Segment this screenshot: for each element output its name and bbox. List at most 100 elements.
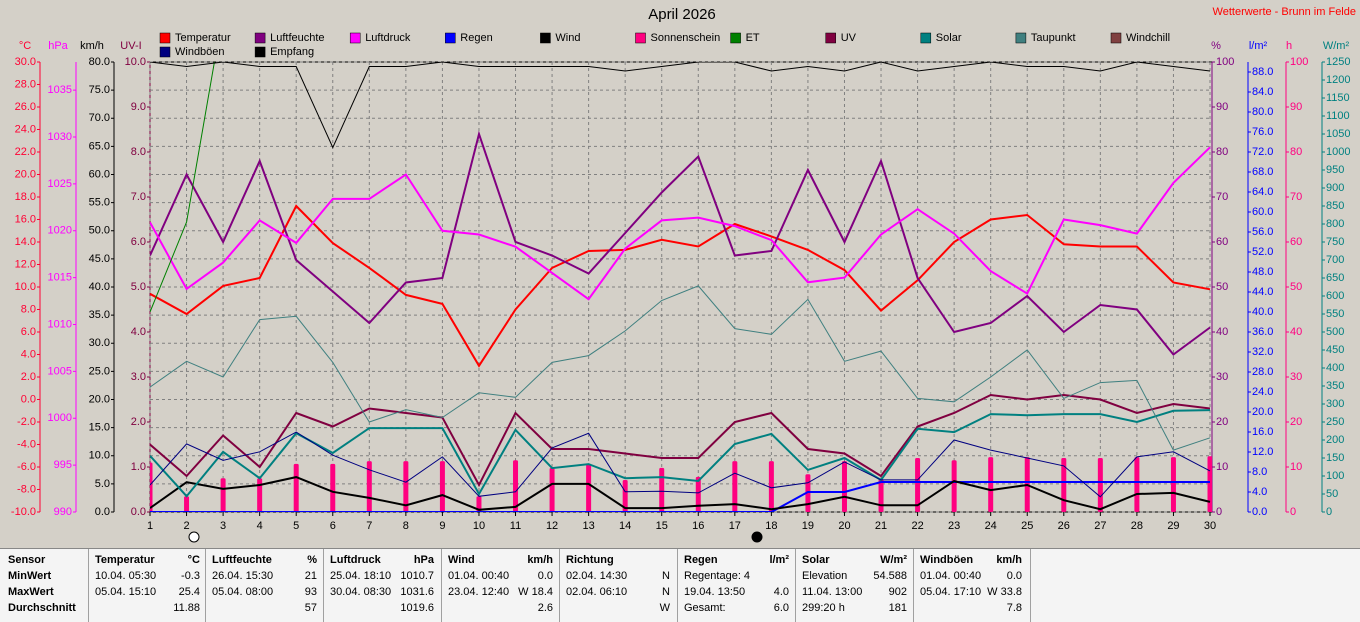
cell-value: N [662, 570, 670, 582]
y-tick-label: 5.0 [131, 281, 146, 293]
y-tick-label: 30 [1216, 371, 1228, 383]
x-tick-label: 14 [619, 520, 631, 532]
cell-text: 05.04. 17:10 [920, 586, 982, 598]
x-tick-label: 19 [802, 520, 814, 532]
y-tick-label: 100 [1290, 56, 1308, 68]
column-header: Windböen [920, 554, 974, 566]
legend-swatch [159, 32, 171, 44]
y-tick-label: 55.0 [89, 197, 110, 209]
y-tick-label: 4.0 [1252, 486, 1267, 498]
cell-value: 11.88 [173, 602, 200, 614]
cell-text: 30.04. 08:30 [330, 586, 392, 598]
bar [366, 461, 372, 512]
bar [513, 460, 519, 512]
x-tick-label: 12 [546, 520, 558, 532]
column-header: Regen [684, 554, 718, 566]
y-tick-label: 10.0 [15, 281, 36, 293]
plot-marks [150, 62, 1212, 512]
column-separator [441, 549, 442, 622]
x-tick-label: 13 [582, 520, 594, 532]
y-tick-label: 1250 [1326, 56, 1350, 68]
series-line [150, 409, 1211, 498]
axis-unit: h [1286, 40, 1292, 52]
y-tick-label: -10.0 [11, 506, 36, 518]
y-tick-label: 200 [1326, 434, 1344, 446]
bar [403, 461, 409, 512]
y-tick-label: -2.0 [17, 416, 36, 428]
series-line [150, 476, 1211, 511]
y-tick-label: 12.0 [15, 258, 36, 270]
column-separator [559, 549, 560, 622]
series-line [150, 431, 1211, 498]
y-tick-label: 64.0 [1252, 186, 1273, 198]
series-line [150, 62, 1211, 149]
x-tick-label: 21 [875, 520, 887, 532]
y-tick-label: 0.0 [1252, 506, 1267, 518]
cell-value: 0.0 [1006, 570, 1022, 582]
y-tick-label: 1.0 [131, 461, 146, 473]
bar [622, 480, 628, 512]
y-tick-label: 4.0 [21, 348, 36, 360]
column-header: Luftdruck [330, 554, 381, 566]
legend-label: Temperatur [175, 32, 231, 44]
y-tick-label: 12.0 [1252, 446, 1273, 458]
x-tick-label: 11 [510, 520, 521, 532]
bar [659, 467, 665, 512]
series-line [150, 146, 1211, 301]
y-tick-label: 8.0 [131, 146, 146, 158]
legend-label: Wind [555, 32, 580, 44]
bar [257, 478, 263, 512]
legend-label: Solar [936, 32, 962, 44]
y-tick-label: 850 [1326, 200, 1344, 212]
chart: April 2026 Wetterwerte - Brunn im Felde … [11, 6, 1356, 543]
y-tick-label: 0.0 [95, 506, 110, 518]
legend-swatch [445, 32, 456, 44]
y-tick-label: 32.0 [1252, 346, 1273, 358]
axis-unit: hPa [48, 40, 68, 52]
y-tick-label: 90 [1290, 101, 1302, 113]
y-tick-label: 1020 [48, 225, 72, 237]
bar [184, 496, 190, 512]
y-tick-label: 700 [1326, 254, 1344, 266]
column-header: Richtung [566, 554, 614, 566]
series-line [150, 62, 215, 313]
x-tick-label: 29 [1167, 520, 1179, 532]
stats-table: Sensor Temperatur °C Luftfeuchte% Luftdruck h… [0, 548, 1360, 622]
legend-swatch [254, 46, 266, 58]
column-header: Wind [448, 554, 475, 566]
bar [330, 463, 336, 512]
chart-subtitle: Wetterwerte - Brunn im Felde [1213, 6, 1356, 18]
x-tick-label: 20 [838, 520, 850, 532]
y-tick-label: 1000 [48, 412, 72, 424]
legend-label: Luftfeuchte [270, 32, 324, 44]
y-tick-label: 80 [1216, 146, 1228, 158]
y-tick-label: 1030 [48, 131, 72, 143]
bar [1134, 457, 1140, 512]
series-line [150, 204, 1211, 368]
bar [476, 496, 482, 512]
cell-text: 02.04. 06:10 [566, 586, 628, 598]
series-line [150, 393, 1211, 488]
column-separator [677, 549, 678, 622]
y-tick-label: 20.0 [89, 393, 110, 405]
x-tick-label: 25 [1021, 520, 1033, 532]
bar [1170, 457, 1176, 512]
y-tick-label: 20.0 [1252, 406, 1273, 418]
x-tick-label: 2 [183, 520, 189, 532]
y-tick-label: 18.0 [15, 191, 36, 203]
column-separator [795, 549, 796, 622]
column-separator [205, 549, 206, 622]
y-tick-label: 9.0 [131, 101, 146, 113]
cell-value: 21 [304, 570, 317, 582]
y-tick-label: 60.0 [1252, 206, 1273, 218]
bar [220, 478, 226, 512]
y-tick-label: 300 [1326, 398, 1344, 410]
y-tick-label: 400 [1326, 362, 1344, 374]
y-tick-label: 88.0 [1252, 66, 1273, 78]
legend-swatch [730, 32, 741, 44]
cell-value: 54.588 [873, 570, 907, 582]
column-unit: % [307, 554, 317, 566]
y-tick-label: 70 [1290, 191, 1302, 203]
y-tick-label: 40.0 [1252, 306, 1273, 318]
